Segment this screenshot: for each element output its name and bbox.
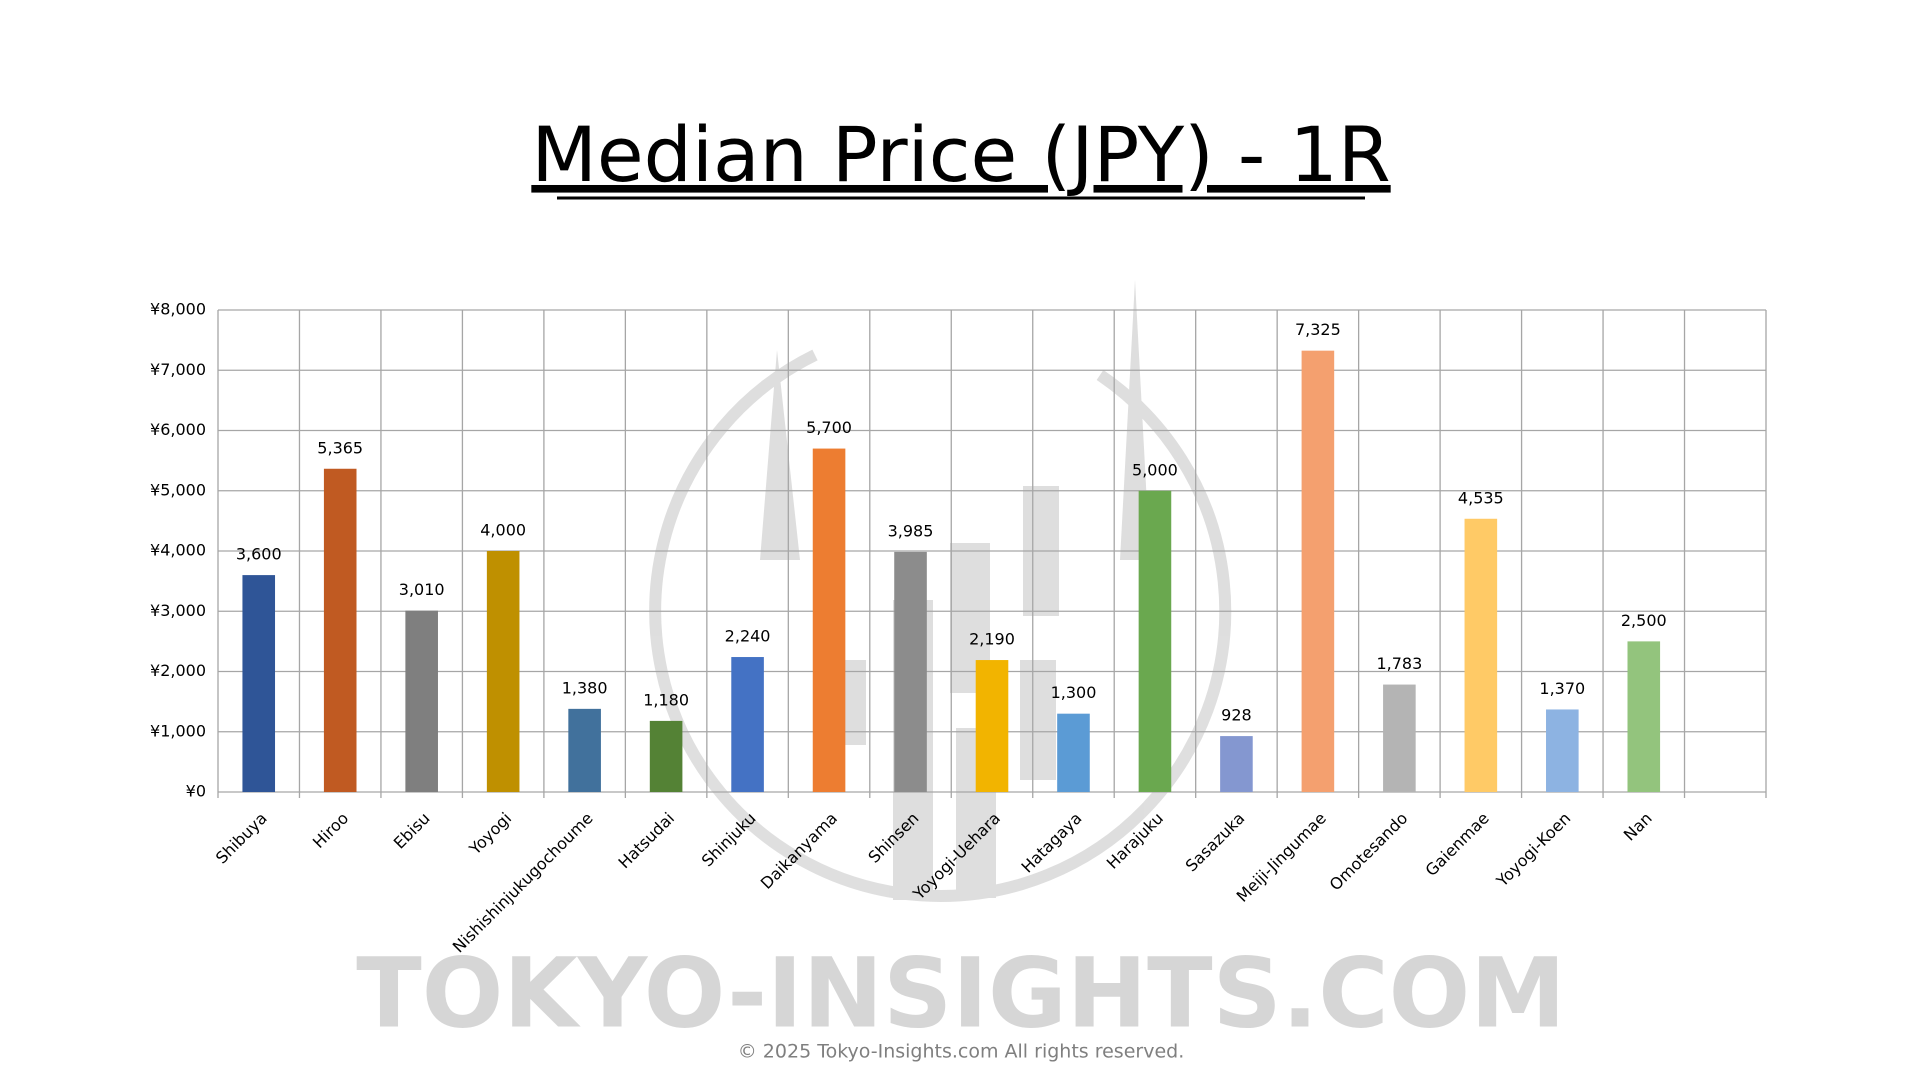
data-label: 1,380: [562, 678, 608, 697]
y-tick-label: ¥0: [186, 782, 206, 801]
x-tick-label: Ebisu: [390, 809, 434, 853]
bar: [975, 660, 1009, 792]
x-tick-label: Nan: [1620, 809, 1656, 845]
bar: [1220, 736, 1253, 792]
bar: [1627, 641, 1661, 792]
bar: [1138, 490, 1172, 792]
bar: [1057, 713, 1090, 792]
x-tick-label: Hiroo: [309, 809, 352, 852]
bar: [894, 551, 927, 792]
data-label: 1,370: [1539, 679, 1585, 698]
x-tick-label: Hatsudai: [614, 809, 678, 873]
x-tick-label: Yoyogi: [465, 809, 515, 859]
x-tick-label: Sasazuka: [1182, 809, 1249, 876]
data-label: 1,300: [1051, 683, 1097, 702]
x-tick-label: Shinjuku: [698, 809, 760, 871]
data-label: 4,535: [1458, 488, 1504, 507]
watermark-text: TOKYO-INSIGHTS.COM: [356, 937, 1566, 1049]
y-tick-label: ¥8,000: [150, 300, 206, 319]
x-tick-label: Yoyogi-Koen: [1492, 809, 1574, 891]
data-label: 3,010: [399, 580, 445, 599]
bar: [1383, 684, 1416, 792]
bar: [568, 708, 601, 792]
bar: [812, 448, 846, 792]
data-label: 3,985: [888, 521, 934, 540]
bar: [1301, 350, 1335, 792]
data-label: 7,325: [1295, 320, 1341, 339]
chart-title: Median Price (JPY) - 1R: [531, 110, 1390, 199]
data-label: 5,000: [1132, 460, 1178, 479]
x-tick-label: Shibuya: [212, 809, 271, 868]
bar: [1464, 518, 1498, 792]
data-label: 1,180: [643, 690, 689, 709]
bar: [405, 610, 438, 792]
x-tick-label: Daikanyama: [757, 809, 841, 893]
y-tick-label: ¥5,000: [150, 480, 206, 499]
data-label: 928: [1221, 706, 1252, 725]
data-label: 5,365: [317, 438, 363, 457]
x-tick-label: Omotesando: [1326, 809, 1412, 895]
data-label: 1,783: [1376, 654, 1422, 673]
bar: [486, 551, 520, 792]
y-tick-label: ¥1,000: [150, 721, 206, 740]
copyright: © 2025 Tokyo-Insights.com All rights res…: [738, 1041, 1184, 1063]
bar: [649, 720, 683, 792]
data-label: 2,190: [969, 630, 1015, 649]
y-tick-label: ¥7,000: [150, 360, 206, 379]
y-tick-label: ¥3,000: [150, 601, 206, 620]
y-tick-label: ¥2,000: [150, 661, 206, 680]
x-tick-label: Gaienmae: [1422, 809, 1493, 880]
bar: [323, 468, 357, 792]
bar: [1546, 709, 1579, 792]
data-label: 2,500: [1621, 611, 1667, 630]
x-tick-label: Nishishinjukugochoume: [449, 809, 597, 957]
data-label: 3,600: [236, 545, 282, 564]
bar: [731, 657, 764, 792]
data-label: 5,700: [806, 418, 852, 437]
y-tick-label: ¥4,000: [150, 541, 206, 560]
y-tick-label: ¥6,000: [150, 420, 206, 439]
bar: [242, 575, 276, 792]
data-label: 2,240: [725, 627, 771, 646]
data-label: 4,000: [480, 521, 526, 540]
